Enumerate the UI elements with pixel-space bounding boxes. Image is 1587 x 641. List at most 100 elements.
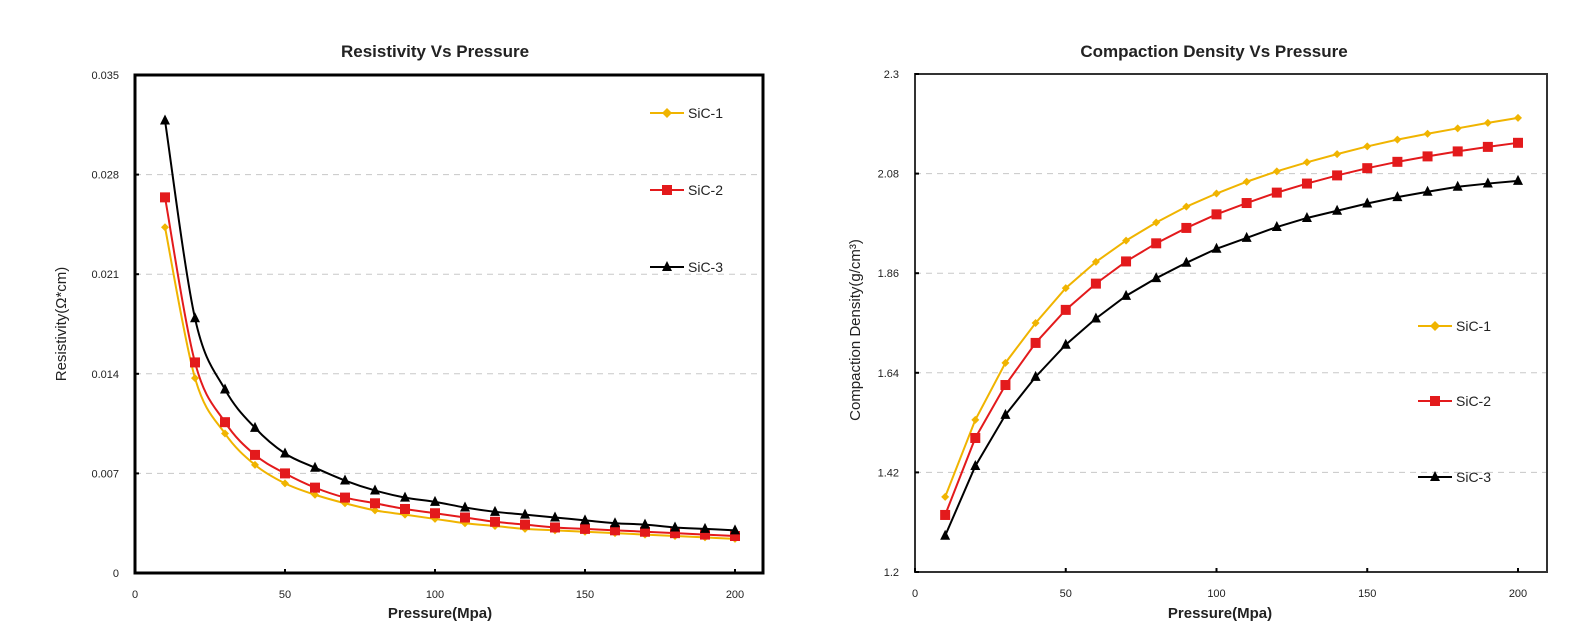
legend-item-sic-1: SiC-1 bbox=[1418, 318, 1491, 334]
data-point bbox=[1452, 180, 1463, 191]
y-tick-label: 0.007 bbox=[91, 468, 119, 480]
data-point bbox=[670, 528, 680, 539]
data-point bbox=[1151, 272, 1162, 283]
data-point bbox=[1302, 158, 1311, 167]
data-point bbox=[1301, 211, 1312, 222]
data-point bbox=[610, 525, 620, 536]
data-point bbox=[1271, 221, 1282, 232]
series-line bbox=[944, 116, 1519, 498]
legend-label: SiC-3 bbox=[1456, 469, 1491, 485]
series-line bbox=[944, 179, 1519, 537]
density-chart: Compaction Density Vs Pressure Pressure(… bbox=[847, 42, 1548, 622]
legend-item-sic-1: SiC-1 bbox=[650, 105, 723, 121]
data-point bbox=[1181, 256, 1192, 267]
data-point bbox=[1151, 238, 1162, 249]
y-tick-label: 1.86 bbox=[878, 268, 899, 280]
x-axis-label: Pressure(Mpa) bbox=[388, 605, 492, 622]
legend-marker bbox=[662, 185, 672, 195]
data-point bbox=[1423, 129, 1432, 138]
chart-title: Resistivity Vs Pressure bbox=[341, 42, 529, 61]
y-tick-label: 2.3 bbox=[884, 69, 899, 81]
data-point bbox=[700, 522, 710, 533]
x-tick-label: 150 bbox=[1358, 588, 1376, 600]
data-point bbox=[1392, 156, 1403, 167]
data-point bbox=[1271, 187, 1282, 198]
legend-label: SiC-3 bbox=[688, 259, 723, 275]
plot-frame bbox=[133, 73, 765, 575]
data-point bbox=[340, 474, 350, 485]
data-point bbox=[1241, 231, 1252, 242]
data-point bbox=[370, 498, 380, 509]
density-chart-panel: Compaction Density Vs Pressure Pressure(… bbox=[790, 0, 1587, 641]
data-point bbox=[1152, 218, 1161, 227]
data-point bbox=[460, 512, 470, 523]
data-point bbox=[190, 312, 200, 323]
data-point bbox=[1121, 289, 1132, 300]
data-point bbox=[1122, 236, 1131, 245]
chart-title: Compaction Density Vs Pressure bbox=[1080, 42, 1347, 61]
data-point bbox=[1422, 151, 1433, 162]
data-point bbox=[400, 491, 410, 502]
legend-marker bbox=[1430, 471, 1440, 481]
y-tick-label: 0 bbox=[113, 568, 119, 580]
data-point bbox=[1030, 337, 1041, 348]
legend-marker bbox=[662, 261, 672, 271]
x-tick-label: 150 bbox=[576, 589, 594, 601]
data-point bbox=[700, 529, 710, 540]
legend-label: SiC-1 bbox=[688, 105, 723, 121]
data-point bbox=[1091, 257, 1100, 266]
data-point bbox=[190, 357, 200, 368]
data-point bbox=[1090, 312, 1101, 323]
data-point bbox=[550, 522, 560, 533]
data-point bbox=[1393, 135, 1402, 144]
data-point bbox=[1241, 198, 1252, 209]
series-sic-1 bbox=[161, 223, 739, 543]
data-point bbox=[640, 518, 650, 529]
data-point bbox=[1272, 167, 1281, 176]
data-point bbox=[580, 523, 590, 534]
data-point bbox=[1362, 197, 1373, 208]
data-point bbox=[340, 492, 350, 503]
data-point bbox=[1362, 163, 1373, 174]
data-point bbox=[1031, 319, 1040, 327]
data-point bbox=[1242, 177, 1251, 186]
data-point bbox=[220, 417, 230, 428]
series-sic-3 bbox=[160, 114, 740, 535]
data-point bbox=[370, 484, 380, 495]
y-tick-label: 0.014 bbox=[91, 369, 119, 381]
x-tick-label: 0 bbox=[912, 588, 918, 600]
data-point bbox=[371, 506, 379, 515]
data-point bbox=[251, 460, 259, 469]
data-point bbox=[1333, 150, 1342, 159]
series-line bbox=[944, 141, 1519, 516]
data-point bbox=[490, 516, 500, 527]
data-point bbox=[1061, 284, 1070, 293]
data-point bbox=[250, 449, 260, 460]
data-point bbox=[1332, 170, 1343, 181]
data-point bbox=[460, 501, 470, 512]
data-point bbox=[160, 114, 170, 125]
data-point bbox=[310, 461, 320, 472]
data-point bbox=[580, 514, 590, 525]
data-point bbox=[1392, 191, 1403, 202]
series-line bbox=[164, 197, 736, 538]
data-point bbox=[430, 495, 440, 506]
data-point bbox=[730, 524, 740, 535]
data-point bbox=[1332, 204, 1343, 215]
legend-item-sic-2: SiC-2 bbox=[1418, 393, 1491, 409]
data-point bbox=[281, 479, 289, 488]
y-axis-label: Compaction Density(g/cm³) bbox=[847, 239, 864, 421]
data-point bbox=[670, 521, 680, 532]
legend-label: SiC-1 bbox=[1456, 318, 1491, 334]
data-point bbox=[191, 374, 199, 383]
data-point bbox=[160, 192, 170, 203]
legend-label: SiC-2 bbox=[1456, 393, 1491, 409]
y-tick-label: 1.2 bbox=[884, 567, 899, 579]
y-tick-label: 2.08 bbox=[878, 169, 899, 181]
data-point bbox=[1121, 256, 1132, 267]
legend-item-sic-3: SiC-3 bbox=[650, 259, 723, 275]
series-sic-1 bbox=[941, 113, 1522, 501]
data-point bbox=[941, 492, 950, 501]
x-tick-label: 50 bbox=[1060, 588, 1072, 600]
x-tick-label: 200 bbox=[1509, 588, 1527, 600]
